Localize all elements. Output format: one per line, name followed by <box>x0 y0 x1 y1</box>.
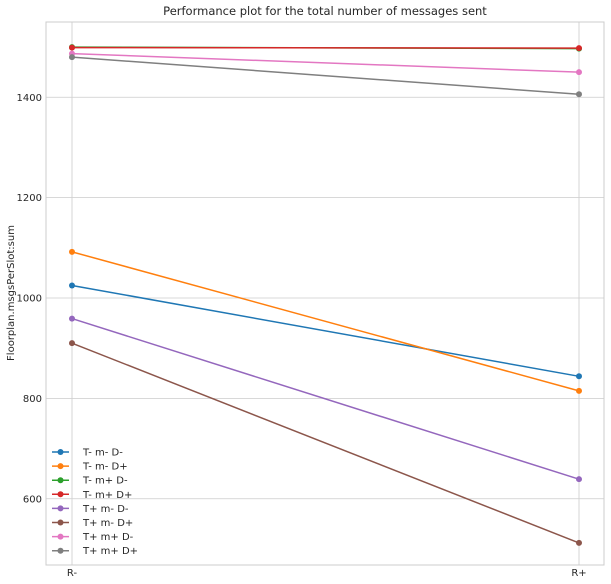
legend-item: T- m- D- <box>52 448 123 459</box>
data-point <box>576 387 582 394</box>
legend-swatch-marker <box>57 519 64 526</box>
series-t-m-d- <box>69 248 582 394</box>
legend-swatch-marker <box>57 533 64 540</box>
legend-swatch-marker <box>57 463 64 470</box>
legend-label: T- m- D+ <box>82 462 128 473</box>
series-t-m-d- <box>69 315 582 483</box>
legend-swatch-marker <box>57 547 64 554</box>
y-tick-label: 1400 <box>17 93 42 104</box>
data-point <box>69 54 75 61</box>
y-tick-label: 600 <box>23 494 42 505</box>
series-line <box>71 342 580 544</box>
data-point <box>69 282 75 289</box>
chart-title: Performance plot for the total number of… <box>163 4 487 18</box>
legend-label: T+ m+ D+ <box>82 546 138 557</box>
legend-item: T- m+ D- <box>52 476 128 487</box>
series-t-m-d- <box>69 282 582 380</box>
series-t-m-d- <box>69 340 582 546</box>
series-line <box>71 251 580 392</box>
data-point <box>576 476 582 483</box>
y-tick-label: 800 <box>23 394 42 405</box>
data-point <box>576 539 582 546</box>
legend-label: T+ m- D- <box>82 504 129 515</box>
data-point <box>576 373 582 380</box>
legend-item: T+ m+ D+ <box>52 546 138 557</box>
legend-swatch-marker <box>57 491 64 498</box>
x-tick-label: R+ <box>571 568 586 579</box>
data-point <box>576 69 582 76</box>
data-point <box>69 315 75 322</box>
legend-item: T- m- D+ <box>52 462 128 473</box>
legend-item: T- m+ D+ <box>52 490 132 501</box>
series-line <box>71 317 580 480</box>
series-line <box>71 46 580 49</box>
legend-label: T+ m- D+ <box>82 518 133 529</box>
x-tick-labels: R- R+ <box>67 568 587 579</box>
x-tick-label: R- <box>67 568 78 579</box>
data-point <box>576 91 582 98</box>
series-line <box>71 284 580 378</box>
legend-label: T- m+ D+ <box>82 490 132 501</box>
series-group <box>69 44 582 546</box>
series-t-m-d- <box>69 54 582 98</box>
legend-item: T+ m- D+ <box>52 518 133 529</box>
data-point <box>69 248 75 255</box>
y-tick-labels: 600 800 1000 1200 1400 <box>17 93 42 505</box>
data-point <box>69 340 75 347</box>
legend-item: T+ m- D- <box>52 504 129 515</box>
legend-swatch-marker <box>57 477 64 484</box>
series-line <box>71 52 580 73</box>
y-tick-label: 1000 <box>17 294 42 305</box>
legend-label: T- m- D- <box>82 448 123 459</box>
plot-area <box>45 21 605 566</box>
legend: T- m- D- T- m- D+ T- m+ D- T- m+ D+ T+ m- D-… <box>52 448 138 557</box>
legend-swatch-marker <box>57 449 64 455</box>
legend-item: T+ m+ D- <box>52 532 134 543</box>
legend-label: T- m+ D- <box>82 476 128 487</box>
series-t-m-d- <box>69 44 582 52</box>
data-point <box>576 45 582 52</box>
legend-swatch-marker <box>57 505 64 512</box>
data-point <box>69 44 75 51</box>
y-axis-label: Floorplan.msgsPerSlot:sum <box>6 225 17 361</box>
series-line <box>71 56 580 96</box>
legend-label: T+ m+ D- <box>82 532 134 543</box>
y-tick-label: 1200 <box>17 193 42 204</box>
